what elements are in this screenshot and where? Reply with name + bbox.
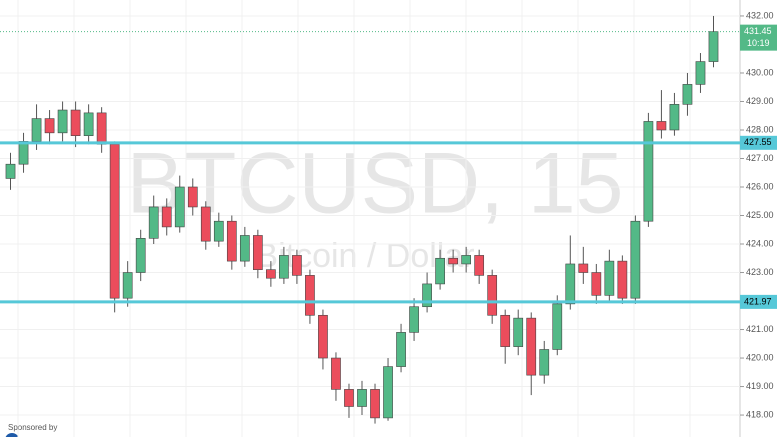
y-tick-label: 419.00 bbox=[746, 381, 774, 391]
level-label: 427.55 bbox=[744, 137, 772, 147]
candle-body bbox=[279, 255, 289, 279]
last-price-label: 431.45 bbox=[744, 26, 772, 36]
y-tick-label: 418.00 bbox=[746, 409, 774, 419]
candle-body bbox=[239, 235, 250, 262]
candle-body bbox=[695, 61, 706, 85]
level-label-box bbox=[740, 294, 777, 309]
candle-body bbox=[174, 186, 185, 228]
candle-body bbox=[669, 104, 680, 131]
candle-body bbox=[435, 257, 445, 285]
y-tick-label: 430.00 bbox=[746, 67, 774, 77]
candle-body bbox=[252, 235, 263, 270]
candle-body bbox=[200, 206, 211, 242]
candle-body bbox=[500, 314, 511, 347]
candle-body bbox=[591, 272, 602, 296]
candle-body bbox=[604, 260, 615, 296]
y-tick-label: 427.00 bbox=[746, 153, 774, 163]
candle-body bbox=[513, 317, 524, 347]
candle-body bbox=[318, 314, 328, 359]
candle-body bbox=[461, 255, 472, 265]
candle-body bbox=[487, 275, 498, 316]
candle-body bbox=[370, 389, 380, 419]
candle-body bbox=[31, 118, 42, 142]
candle-body bbox=[57, 109, 68, 134]
level-label: 421.97 bbox=[744, 296, 772, 306]
candle-body bbox=[83, 112, 94, 136]
candle-body bbox=[357, 389, 367, 407]
candle-body bbox=[617, 260, 628, 299]
y-tick-label: 424.00 bbox=[746, 238, 774, 248]
candle-body bbox=[396, 332, 406, 367]
y-tick-label: 432.00 bbox=[746, 10, 774, 20]
candle-body bbox=[135, 238, 146, 273]
candle-body bbox=[474, 255, 485, 276]
candle-body bbox=[682, 84, 693, 105]
candle-body bbox=[643, 121, 654, 222]
candle-body bbox=[565, 263, 576, 305]
level-label-box bbox=[740, 135, 777, 150]
candle-body bbox=[226, 220, 237, 262]
candle-body bbox=[708, 31, 719, 62]
y-tick-label: 421.00 bbox=[746, 324, 774, 334]
candle-body bbox=[578, 263, 589, 273]
candle-body bbox=[630, 220, 641, 299]
candle-body bbox=[161, 206, 172, 228]
candle-body bbox=[344, 389, 354, 407]
y-tick-label: 429.00 bbox=[746, 96, 774, 106]
candle-body bbox=[448, 257, 458, 265]
candle-body bbox=[656, 121, 667, 131]
countdown-label: 10:19 bbox=[747, 38, 770, 48]
last-price-box bbox=[740, 24, 777, 51]
y-tick-label: 423.00 bbox=[746, 267, 774, 277]
candle-body bbox=[422, 283, 432, 308]
candle-body bbox=[213, 220, 224, 242]
candle-body bbox=[109, 143, 120, 299]
candle-body bbox=[266, 269, 276, 279]
candle-body bbox=[96, 112, 107, 145]
candle-body bbox=[292, 255, 302, 276]
candle-body bbox=[383, 366, 393, 419]
y-tick-label: 426.00 bbox=[746, 181, 774, 191]
sponsor-logo bbox=[5, 433, 19, 437]
candle-body bbox=[409, 306, 419, 333]
candle-body bbox=[5, 163, 16, 179]
y-tick-label: 425.00 bbox=[746, 210, 774, 220]
candle-body bbox=[526, 317, 537, 376]
y-tick-label: 428.00 bbox=[746, 124, 774, 134]
candle-body bbox=[539, 349, 550, 376]
candle-body bbox=[187, 186, 198, 208]
candle-body bbox=[44, 118, 55, 134]
candle-body bbox=[18, 141, 29, 165]
candle-body bbox=[305, 275, 315, 316]
candle-body bbox=[122, 272, 133, 299]
candle-body bbox=[70, 109, 81, 136]
sponsor-text: Sponsored by bbox=[8, 423, 57, 432]
candle-body bbox=[148, 206, 159, 239]
candle-body bbox=[552, 303, 563, 350]
y-tick-label: 420.00 bbox=[746, 352, 774, 362]
candle-body bbox=[331, 357, 341, 390]
